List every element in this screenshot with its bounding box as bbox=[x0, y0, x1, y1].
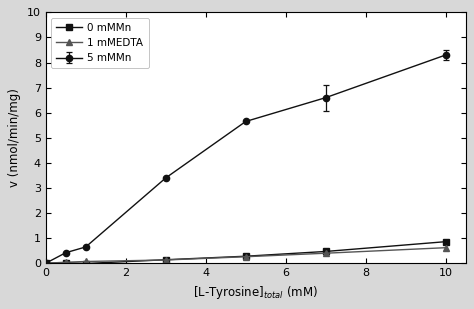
1 mMEDTA bbox=[443, 246, 448, 250]
1 mMEDTA bbox=[63, 260, 69, 264]
0 mMMn bbox=[163, 258, 169, 262]
0 mMMn bbox=[323, 250, 328, 253]
0 mMMn bbox=[443, 240, 448, 243]
1 mMEDTA bbox=[163, 258, 169, 262]
X-axis label: [L-Tyrosine]$_{total}$ (mM): [L-Tyrosine]$_{total}$ (mM) bbox=[193, 284, 318, 301]
0 mMMn bbox=[243, 254, 248, 258]
0 mMMn bbox=[43, 261, 49, 265]
Line: 1 mMEDTA: 1 mMEDTA bbox=[43, 244, 449, 266]
0 mMMn bbox=[83, 262, 89, 265]
Y-axis label: v (nmol/min/mg): v (nmol/min/mg) bbox=[9, 88, 21, 187]
0 mMMn bbox=[63, 261, 69, 265]
1 mMEDTA bbox=[323, 251, 328, 255]
1 mMEDTA bbox=[83, 260, 89, 263]
Line: 0 mMMn: 0 mMMn bbox=[43, 239, 449, 267]
Legend: 0 mMMn, 1 mMEDTA, 5 mMMn: 0 mMMn, 1 mMEDTA, 5 mMMn bbox=[51, 18, 149, 68]
1 mMEDTA bbox=[43, 261, 49, 265]
1 mMEDTA bbox=[243, 255, 248, 259]
